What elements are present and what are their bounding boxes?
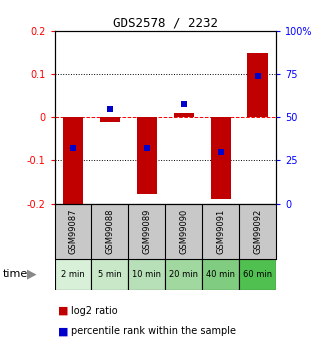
- Text: 60 min: 60 min: [243, 270, 272, 279]
- Text: GSM99090: GSM99090: [179, 208, 188, 254]
- Bar: [174, 113, 194, 117]
- Text: 40 min: 40 min: [206, 270, 235, 279]
- Bar: [239, 259, 276, 290]
- Text: GSM99087: GSM99087: [68, 208, 78, 254]
- Bar: [165, 259, 202, 290]
- Bar: [128, 259, 165, 290]
- Text: ■: ■: [58, 326, 68, 336]
- Bar: [63, 117, 83, 204]
- Bar: [211, 117, 231, 199]
- Text: 10 min: 10 min: [132, 270, 161, 279]
- Text: percentile rank within the sample: percentile rank within the sample: [71, 326, 236, 336]
- Bar: [202, 259, 239, 290]
- Text: time: time: [3, 269, 29, 279]
- Bar: [137, 117, 157, 194]
- Text: ▶: ▶: [27, 268, 37, 281]
- Text: GSM99091: GSM99091: [216, 208, 225, 254]
- Bar: [247, 53, 268, 117]
- Text: 5 min: 5 min: [98, 270, 122, 279]
- Text: GSM99088: GSM99088: [105, 208, 115, 254]
- Text: 2 min: 2 min: [61, 270, 85, 279]
- Text: log2 ratio: log2 ratio: [71, 306, 117, 315]
- Bar: [91, 259, 128, 290]
- Text: ■: ■: [58, 306, 68, 315]
- Text: 20 min: 20 min: [169, 270, 198, 279]
- Text: GSM99092: GSM99092: [253, 208, 262, 254]
- Bar: [100, 117, 120, 122]
- Bar: [55, 259, 91, 290]
- Text: GSM99089: GSM99089: [142, 208, 152, 254]
- Title: GDS2578 / 2232: GDS2578 / 2232: [113, 17, 218, 30]
